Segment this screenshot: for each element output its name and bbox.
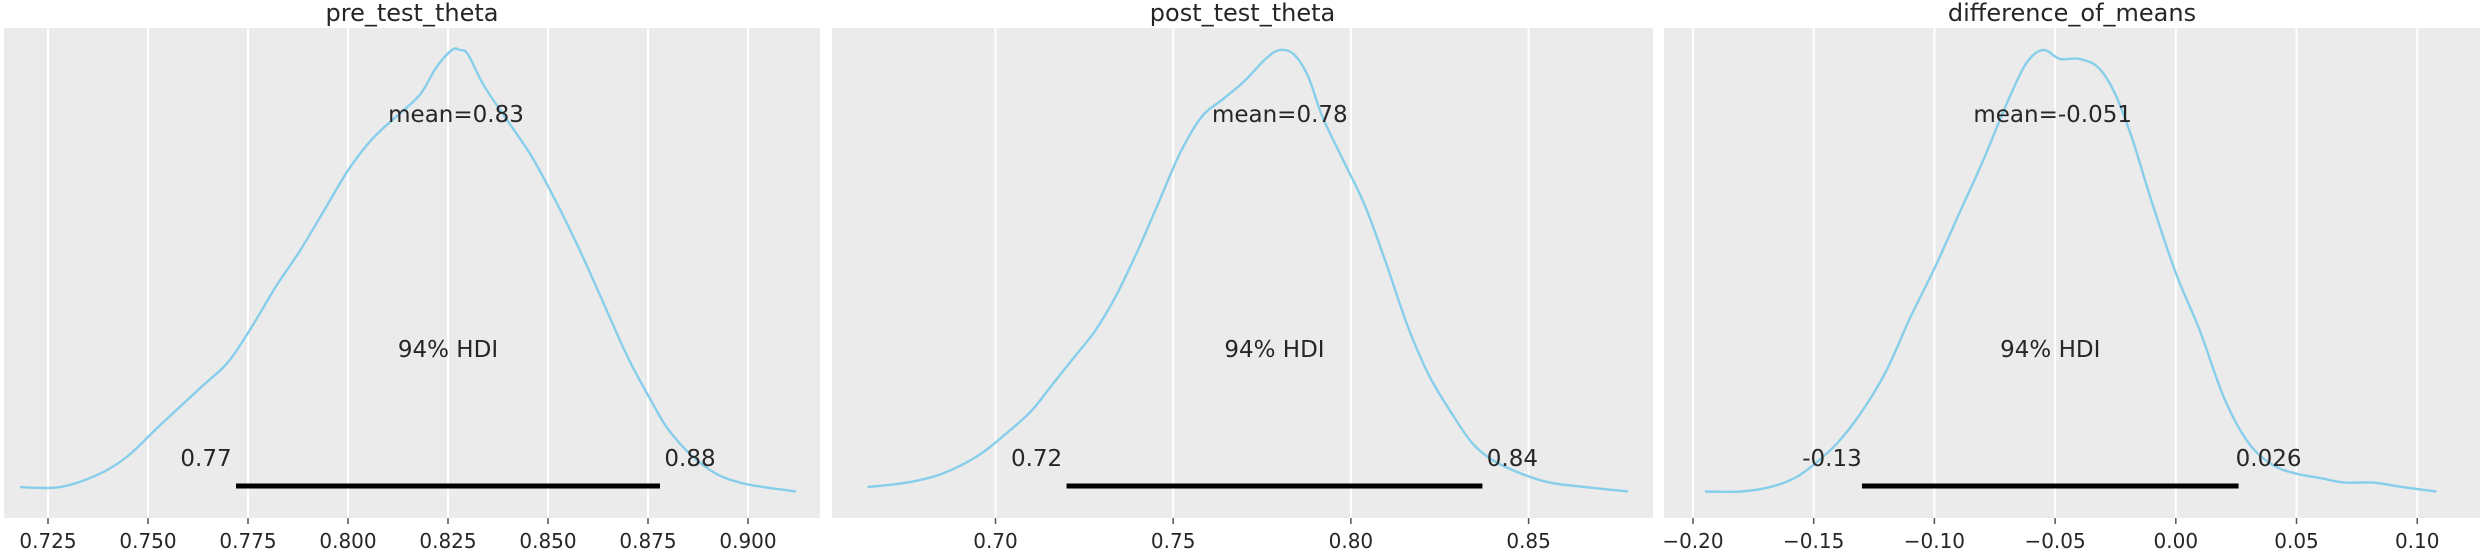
x-tick-label: 0.70 [973,529,1018,552]
x-tick-label: 0.85 [1506,529,1551,552]
density-curve [867,48,1629,493]
hdi-low-label: 0.72 [1011,446,1062,472]
hdi-high-label: 0.88 [664,446,715,472]
x-tick-label: 0.75 [1151,529,1196,552]
mean-label: mean=0.78 [1212,102,1348,128]
chart-title: pre_test_theta [326,0,499,27]
hdi-high-label: 0.84 [1487,446,1538,472]
x-tick-label: 0.850 [519,529,576,552]
chart-title: difference_of_means [1948,0,2196,27]
x-tick-label: 0.775 [219,529,276,552]
plot-area [832,28,1653,518]
hdi-low-label: -0.13 [1802,446,1862,472]
mean-label: mean=-0.051 [1973,102,2132,128]
x-tick-label: 0.05 [2274,529,2319,552]
hdi-label: 94% HDI [1224,337,1324,363]
x-tick-label: 0.825 [419,529,476,552]
hdi-low-label: 0.77 [180,446,231,472]
panel-1: 0.725 0.750 0.775 0.800 0.825 0.850 0.875 0.900… [4,0,820,552]
density-curve [19,47,797,493]
x-tick-label: 0.00 [2154,529,2199,552]
density-curve [1704,48,2437,494]
plot-area [1664,28,2480,518]
panel-2: 0.70 0.75 0.80 0.85 post_test_theta 0.72 0.84 9… [832,0,1653,552]
mean-label: mean=0.83 [388,102,524,128]
panel-3: −0.20 −0.15 −0.10 −0.05 0.00 0.05 0.10 differen… [1662,0,2480,552]
x-tick-label: 0.875 [619,529,676,552]
x-tick-label: 0.725 [19,529,76,552]
x-tick-label: 0.900 [719,529,776,552]
x-tick-label: −0.10 [1904,529,1965,552]
hdi-high-label: 0.026 [2236,446,2302,472]
x-tick-label: 0.10 [2395,529,2440,552]
hdi-label: 94% HDI [2000,337,2100,363]
x-tick-label: 0.80 [1329,529,1374,552]
x-tick-label: −0.05 [2024,529,2085,552]
hdi-label: 94% HDI [398,337,498,363]
x-tick-label: 0.800 [319,529,376,552]
x-tick-label: −0.15 [1783,529,1844,552]
x-tick-label: 0.750 [119,529,176,552]
chart-title: post_test_theta [1150,0,1335,27]
x-tick-label: −0.20 [1662,529,1723,552]
plot-area [4,28,820,518]
